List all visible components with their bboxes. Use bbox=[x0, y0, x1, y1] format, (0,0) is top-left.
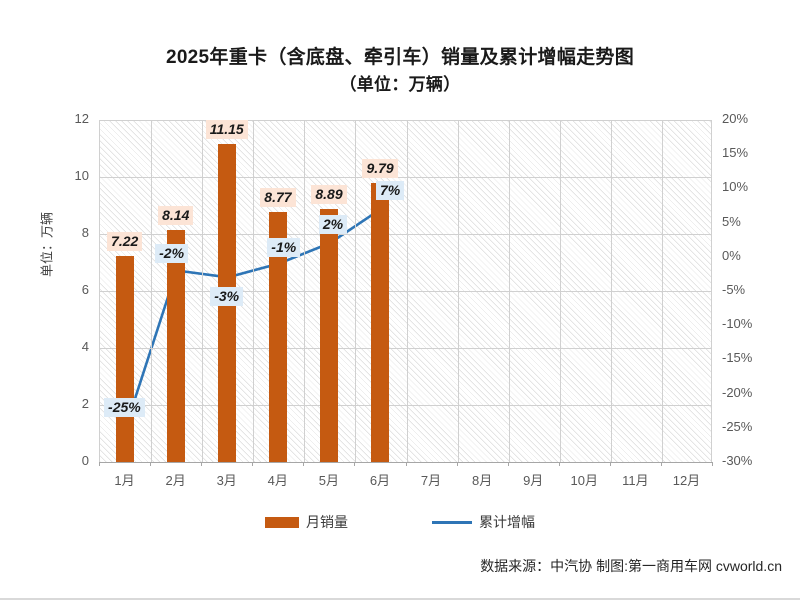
x-axis-tick-mark bbox=[201, 462, 203, 466]
gridline-horizontal bbox=[100, 177, 711, 178]
legend-label: 月销量 bbox=[306, 514, 348, 530]
x-axis-tick-mark bbox=[558, 462, 560, 466]
legend-label: 累计增幅 bbox=[479, 514, 535, 530]
bar-data-label: 8.77 bbox=[260, 188, 296, 208]
gridline-vertical bbox=[457, 120, 459, 462]
y-axis-right-tick-label: -10% bbox=[722, 316, 753, 332]
y-axis-left-tick-label: 8 bbox=[81, 225, 89, 240]
bar-data-label: 7.22 bbox=[107, 232, 143, 252]
legend-swatch-bar-icon bbox=[265, 516, 299, 528]
plot-area bbox=[99, 120, 712, 463]
bar-data-label: 11.15 bbox=[205, 120, 248, 140]
y-axis-right-tick-label: -15% bbox=[722, 350, 753, 366]
y-axis-right-tick-label: 15% bbox=[722, 145, 749, 161]
gridline-horizontal bbox=[100, 348, 711, 349]
x-axis-tick-label: 12月 bbox=[672, 473, 701, 488]
gridline-horizontal bbox=[100, 234, 711, 235]
x-axis-tick-mark bbox=[609, 462, 611, 466]
bar[interactable] bbox=[115, 256, 134, 462]
y-axis-right-tick-label: 10% bbox=[722, 179, 749, 195]
x-axis-tick-label: 3月 bbox=[216, 473, 237, 488]
x-axis-tick-mark bbox=[99, 462, 100, 466]
bar-data-label: 8.89 bbox=[311, 184, 347, 204]
chart-title-subtitle: （单位：万辆） bbox=[339, 75, 461, 94]
x-axis-tick-mark bbox=[252, 462, 254, 466]
gridline-horizontal bbox=[100, 120, 711, 121]
y-axis-right-tick-label: -5% bbox=[722, 282, 746, 297]
x-axis-tick-mark bbox=[405, 462, 407, 466]
y-axis-left-tick-label: 4 bbox=[81, 339, 89, 354]
y-axis-right-tick-label: 20% bbox=[722, 111, 749, 126]
y-axis-left-tick-label: 2 bbox=[81, 396, 89, 411]
chart-source-note: 数据来源：中汽协 制图:第一商用车网 cvworld.cn bbox=[480, 558, 782, 574]
y-axis-right-tick-label: -20% bbox=[722, 384, 753, 400]
y-axis-right-tick-label: -25% bbox=[722, 418, 753, 434]
gridline-vertical bbox=[304, 120, 306, 462]
y-axis-left-tick-label: 6 bbox=[81, 282, 89, 297]
line-data-label: -25% bbox=[104, 397, 145, 417]
gridline-vertical bbox=[559, 120, 561, 462]
line-data-label: -3% bbox=[210, 287, 244, 307]
line-data-label: -2% bbox=[155, 244, 189, 264]
y-axis-left-tick-label: 0 bbox=[81, 453, 89, 468]
bar-data-label: 8.14 bbox=[158, 206, 194, 225]
x-axis-tick-label: 6月 bbox=[369, 473, 391, 488]
x-axis-tick-label: 5月 bbox=[318, 473, 339, 488]
x-axis-tick-label: 10月 bbox=[570, 473, 599, 488]
x-axis-tick-mark bbox=[712, 462, 713, 466]
gridline-vertical bbox=[253, 120, 255, 462]
gridline-vertical bbox=[610, 120, 612, 462]
bar-data-label: 9.79 bbox=[362, 158, 398, 178]
bar[interactable] bbox=[268, 212, 287, 462]
y-axis-left-tick-label: 12 bbox=[74, 111, 89, 126]
gridline-vertical bbox=[202, 120, 204, 462]
gridline-vertical bbox=[151, 120, 153, 462]
gridline-horizontal bbox=[100, 291, 711, 292]
y-axis-left-tick-label: 10 bbox=[74, 168, 89, 183]
legend-item[interactable]: 月销量 bbox=[265, 512, 348, 532]
bar[interactable] bbox=[319, 208, 338, 462]
bar[interactable] bbox=[370, 182, 389, 462]
x-axis-tick-label: 4月 bbox=[267, 473, 288, 488]
chart-legend: 月销量 累计增幅 bbox=[0, 512, 800, 532]
chart-title: 2025年重卡（含底盘、牵引车）销量及累计增幅走势图 （单位：万辆） bbox=[0, 44, 800, 98]
gridline-horizontal bbox=[100, 405, 711, 406]
x-axis-tick-label: 1月 bbox=[114, 473, 135, 488]
y-axis-right-tick-label: 5% bbox=[722, 213, 741, 229]
legend-item[interactable]: 累计增幅 bbox=[432, 512, 535, 532]
x-axis-tick-mark bbox=[303, 462, 305, 466]
x-axis-tick-label: 7月 bbox=[420, 473, 442, 488]
x-axis-tick-label: 8月 bbox=[472, 473, 493, 488]
y-axis-right-tick-label: -30% bbox=[722, 453, 753, 468]
bar[interactable] bbox=[166, 230, 185, 462]
gridline-vertical bbox=[406, 120, 408, 462]
x-axis-tick-mark bbox=[660, 462, 662, 466]
gridline-vertical bbox=[661, 120, 663, 462]
x-axis-tick-label: 9月 bbox=[523, 473, 544, 488]
x-axis-tick-mark bbox=[507, 462, 509, 466]
legend-swatch-line-icon bbox=[432, 520, 472, 524]
line-data-label: -1% bbox=[267, 237, 301, 257]
gridline-vertical bbox=[508, 120, 510, 462]
gridline-vertical bbox=[355, 120, 357, 462]
x-axis-tick-label: 2月 bbox=[165, 473, 186, 488]
x-axis-tick-mark bbox=[354, 462, 356, 466]
x-axis-tick-label: 11月 bbox=[622, 473, 649, 488]
x-axis-tick-mark bbox=[456, 462, 458, 466]
chart-title-main: 2025年重卡（含底盘、牵引车）销量及累计增幅走势图 bbox=[165, 47, 635, 68]
line-data-label: 7% bbox=[375, 180, 405, 200]
x-axis-tick-mark bbox=[150, 462, 152, 466]
y-axis-right-tick-label: 0% bbox=[722, 247, 741, 263]
line-data-label: 2% bbox=[318, 215, 348, 235]
